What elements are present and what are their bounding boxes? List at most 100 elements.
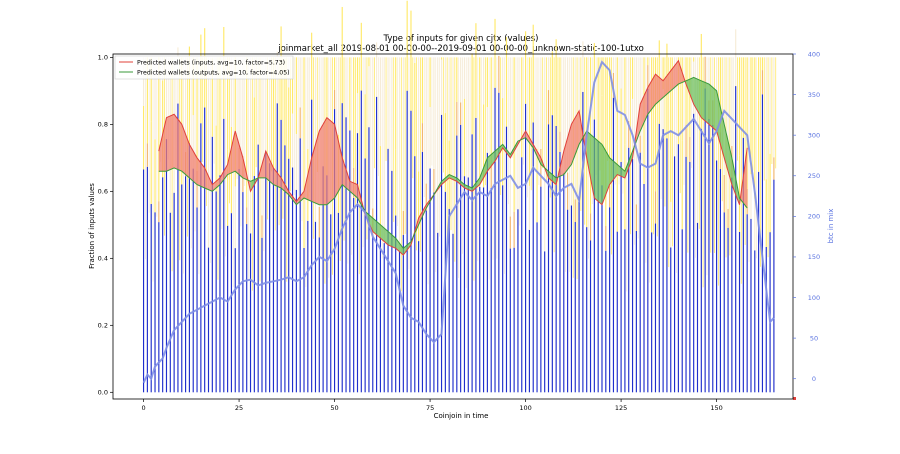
bar-mid xyxy=(742,60,744,138)
btc-in-mix-line xyxy=(142,60,775,384)
bar-thin xyxy=(553,57,555,253)
bar-thin xyxy=(316,57,318,173)
bar-top xyxy=(433,57,435,169)
bar-mid xyxy=(651,167,653,233)
bar-thin xyxy=(603,57,605,198)
bar-top xyxy=(689,57,691,137)
bar-mid xyxy=(158,201,160,223)
bar-fresh xyxy=(337,212,339,393)
bar-fresh xyxy=(475,117,477,393)
bar-top xyxy=(368,57,370,67)
bar-top xyxy=(502,57,504,99)
bar-thin xyxy=(290,57,291,192)
bar-thin xyxy=(763,57,765,181)
fill-between-segment xyxy=(701,80,709,125)
bar-mid xyxy=(761,70,764,95)
bar-fresh xyxy=(150,203,152,393)
bar-fresh xyxy=(227,225,229,393)
bar-fresh xyxy=(723,212,725,393)
bar-thin xyxy=(526,57,528,198)
bar-top xyxy=(624,57,626,145)
y-tick-label: 0.4 xyxy=(98,255,108,263)
bar-top xyxy=(330,57,332,165)
bar-thin xyxy=(408,57,410,270)
bar-thin xyxy=(572,57,574,278)
bar-thin xyxy=(442,57,444,173)
y2-axis-label: btc in mix xyxy=(827,209,835,244)
bar-top xyxy=(460,57,462,103)
bar-thin xyxy=(251,57,253,291)
bar-mid xyxy=(681,140,683,230)
bar-fresh xyxy=(662,129,664,393)
bar-thin xyxy=(144,57,146,260)
fill-between-segment xyxy=(212,177,220,192)
bar-fresh xyxy=(303,248,305,393)
bar-thin xyxy=(515,57,517,210)
bar-top xyxy=(314,57,317,177)
bar-fresh xyxy=(593,119,595,393)
bar-mid xyxy=(211,58,213,137)
bar-mid xyxy=(471,53,473,135)
bar-mid xyxy=(288,87,290,159)
fill-between-segment xyxy=(716,90,725,158)
y2-tick-label: 250 xyxy=(808,172,820,180)
bar-fresh xyxy=(456,135,458,393)
bar-fresh xyxy=(471,134,473,393)
bar-thin xyxy=(748,57,750,262)
bar-top xyxy=(521,57,523,82)
bar-top xyxy=(662,57,664,90)
bar-fresh xyxy=(402,234,404,393)
bar-top xyxy=(444,57,446,114)
bar-top xyxy=(303,57,305,151)
chart-subtitle: joinmarket_all 2019-08-01 00-00-00--2019… xyxy=(277,44,644,54)
bar-top xyxy=(345,57,347,66)
bar-top xyxy=(246,57,248,208)
bar-top xyxy=(227,57,229,150)
bar-mid xyxy=(345,65,347,118)
fill-between-segment xyxy=(319,117,327,205)
bar-top xyxy=(391,57,393,129)
bar-fresh xyxy=(448,208,450,393)
bar-thin xyxy=(714,57,715,253)
bar-mid xyxy=(754,198,756,251)
bar-top xyxy=(467,57,469,115)
bar-top xyxy=(536,57,538,150)
bar-fresh xyxy=(628,147,630,393)
bar-mid xyxy=(578,137,580,197)
fill-between-segment xyxy=(388,231,396,249)
bar-mid xyxy=(410,10,412,111)
bar-fresh xyxy=(681,229,683,393)
legend: Predicted wallets (inputs, avg=10, facto… xyxy=(114,55,294,80)
bar-top xyxy=(429,57,431,108)
y2-tick-label: 400 xyxy=(808,50,820,58)
bar-top xyxy=(364,57,366,95)
bar-top xyxy=(765,57,767,180)
bar-top xyxy=(295,57,297,134)
bar-thin xyxy=(213,57,215,164)
bar-top xyxy=(628,57,630,121)
bar-thin xyxy=(370,57,372,211)
bar-thin xyxy=(698,57,700,229)
bar-thin xyxy=(152,57,154,282)
bar-fresh xyxy=(196,207,198,393)
bar-thin xyxy=(591,57,593,205)
bar-fresh xyxy=(284,145,286,393)
bar-fresh xyxy=(257,144,259,393)
fill-between-segment xyxy=(624,151,633,178)
bar-thin xyxy=(760,57,761,267)
bar-top xyxy=(528,57,530,186)
bar-mid xyxy=(528,185,530,230)
bar-fresh xyxy=(211,136,213,393)
bar-thin xyxy=(420,57,421,252)
bar-mid xyxy=(414,62,416,157)
bar-thin xyxy=(271,57,272,172)
bar-fresh xyxy=(601,185,603,393)
bar-mid xyxy=(456,101,458,136)
bar-mid xyxy=(418,171,420,242)
bar-fresh xyxy=(341,103,343,393)
bar-fresh xyxy=(414,156,416,393)
bar-mid xyxy=(677,68,679,145)
x-axis-label: Coinjoin in time xyxy=(434,412,489,420)
bar-fresh xyxy=(295,189,297,393)
bar-mid xyxy=(188,46,190,144)
